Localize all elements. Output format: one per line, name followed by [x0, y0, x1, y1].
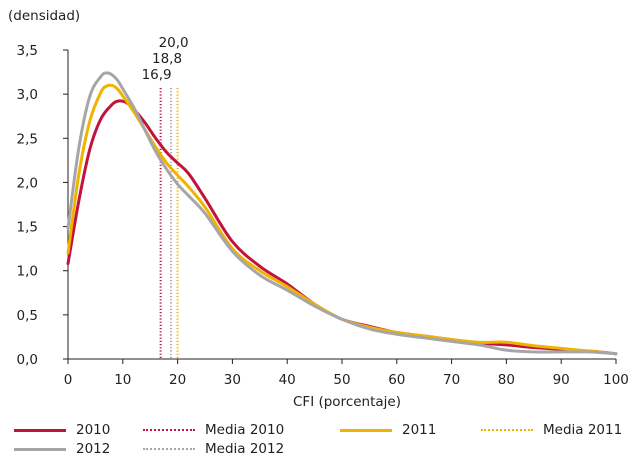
x-tick-label: 0 — [64, 372, 73, 388]
y-tick-label: 0,0 — [17, 352, 38, 368]
legend-item: 2011 — [340, 421, 436, 439]
legend-label: Media 2012 — [205, 441, 285, 457]
legend-item: Media 2012 — [143, 440, 284, 458]
x-axis-label: CFI (porcentaje) — [293, 394, 401, 410]
y-tick-label: 3,5 — [17, 43, 38, 59]
axis-ticks: 0,0 0,5 1,0 1,5 2,0 2,5 3,0 3,5 0 10 20 30 40 50 60 70 8… — [17, 43, 629, 388]
x-tick-label: 100 — [603, 372, 629, 388]
x-tick-label: 40 — [279, 372, 296, 388]
mean-lines: 16,918,820,0 — [142, 35, 189, 359]
legend-dotted-swatch — [481, 429, 533, 431]
legend-item: Media 2010 — [143, 421, 284, 439]
y-axis-label: (densidad) — [8, 8, 80, 24]
y-tick-label: 1,5 — [17, 220, 38, 236]
legend-item: 2010 — [14, 421, 110, 439]
legend-line-swatch — [340, 428, 392, 432]
legend-dotted-swatch — [143, 429, 195, 431]
legend-line-swatch — [14, 447, 66, 451]
legend-line-swatch — [14, 428, 66, 432]
series-line-2012 — [66, 71, 618, 356]
x-tick-label: 20 — [169, 372, 186, 388]
x-tick-label: 90 — [553, 372, 570, 388]
x-tick-label: 10 — [114, 372, 131, 388]
legend: 2010 Media 2010 2011 Media 2011 2012 Media 20… — [0, 418, 629, 457]
x-tick-label: 60 — [388, 372, 405, 388]
legend-label: 2010 — [76, 422, 111, 438]
mean-value-label: 20,0 — [159, 35, 189, 51]
legend-label: 2012 — [76, 441, 111, 457]
mean-value-label: 16,9 — [142, 67, 172, 83]
y-tick-label: 2,0 — [17, 175, 38, 191]
legend-item: 2012 — [14, 440, 110, 458]
x-tick-label: 70 — [443, 372, 460, 388]
legend-item: Media 2011 — [481, 421, 622, 439]
x-tick-label: 30 — [224, 372, 241, 388]
y-tick-label: 2,5 — [17, 131, 38, 147]
y-tick-label: 0,5 — [17, 308, 38, 324]
legend-label: 2011 — [402, 422, 437, 438]
y-tick-label: 1,0 — [17, 264, 38, 280]
y-tick-label: 3,0 — [17, 87, 38, 103]
legend-label: Media 2011 — [543, 422, 623, 438]
x-tick-label: 50 — [333, 372, 350, 388]
series-lines — [66, 71, 618, 356]
legend-dotted-swatch — [143, 448, 195, 450]
mean-value-label: 18,8 — [152, 51, 182, 67]
legend-label: Media 2010 — [205, 422, 285, 438]
x-tick-label: 80 — [498, 372, 515, 388]
series-line-2011 — [66, 83, 618, 356]
